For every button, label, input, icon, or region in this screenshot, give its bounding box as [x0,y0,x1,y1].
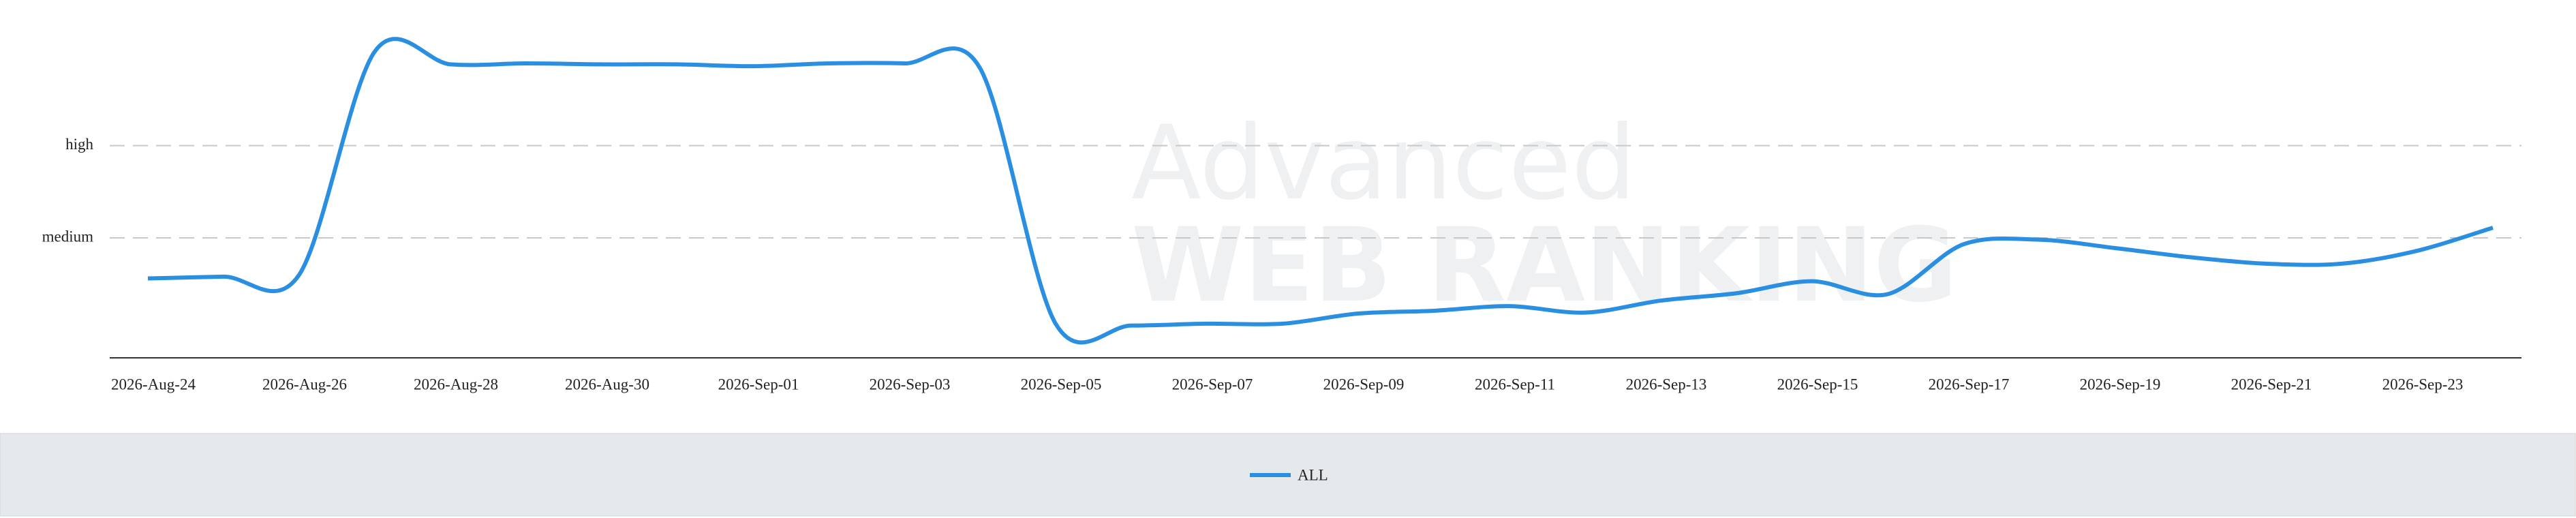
x-tick-label: 2026-Sep-09 [1323,376,1405,393]
watermark: WEB RANKING [1131,207,1957,325]
x-tick-label: 2026-Sep-17 [1929,376,2010,393]
x-tick-label: 2026-Sep-19 [2080,376,2161,393]
x-tick-label: 2026-Aug-28 [414,376,498,393]
x-tick-label: 2026-Sep-13 [1626,376,1707,393]
series-line [147,37,2494,345]
x-tick-label: 2026-Sep-11 [1475,376,1555,393]
legend-label: ALL [1298,466,1328,483]
y-tick-label: medium [42,228,93,245]
y-tick-label: high [65,136,93,153]
x-tick-label: 2026-Sep-03 [870,376,951,393]
x-tick-label: 2026-Sep-23 [2382,376,2464,393]
x-tick-label: 2026-Sep-05 [1021,376,1102,393]
x-tick-label: 2026-Aug-24 [111,376,196,393]
x-tick-label: 2026-Aug-26 [262,376,347,393]
watermark: Advanced [1131,104,1636,223]
x-tick-label: 2026-Aug-30 [565,376,649,393]
x-tick-label: 2026-Sep-07 [1172,376,1253,393]
x-tick-label: 2026-Sep-01 [718,376,799,393]
x-tick-label: 2026-Sep-21 [2231,376,2312,393]
x-tick-label: 2026-Sep-15 [1777,376,1858,393]
